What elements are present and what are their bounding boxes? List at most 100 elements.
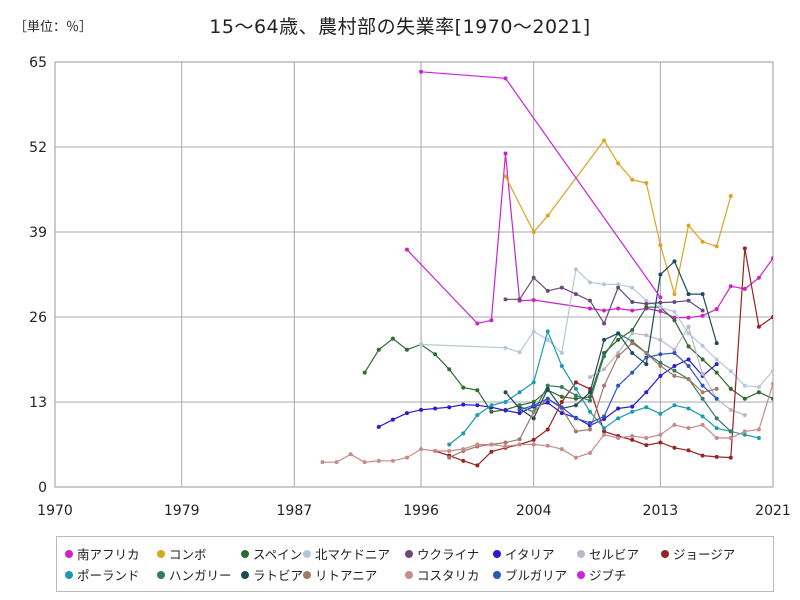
data-point — [686, 357, 691, 362]
data-point — [616, 161, 621, 166]
data-point — [616, 282, 621, 287]
data-point — [742, 286, 747, 291]
data-point — [728, 429, 733, 434]
data-point — [503, 345, 508, 350]
y-tick-label: 65 — [29, 55, 47, 71]
data-point — [658, 337, 663, 342]
data-point — [517, 411, 522, 416]
legend-marker — [157, 550, 165, 558]
data-point — [503, 400, 508, 404]
data-point — [672, 292, 677, 297]
data-point — [602, 383, 607, 388]
data-point — [686, 315, 691, 320]
data-point — [742, 396, 747, 401]
data-point — [602, 432, 607, 437]
legend-item: スペイン — [241, 544, 302, 563]
data-point — [531, 442, 536, 447]
data-point — [573, 429, 578, 434]
data-point — [587, 375, 592, 380]
data-point — [602, 282, 607, 287]
legend-marker — [577, 550, 585, 558]
data-point — [658, 243, 663, 248]
data-point — [587, 298, 592, 303]
data-point — [771, 381, 773, 386]
data-point — [630, 437, 635, 442]
data-point — [376, 347, 381, 352]
legend-label: ポーランド — [77, 568, 140, 583]
series-5 — [503, 275, 705, 326]
data-point — [348, 452, 353, 457]
data-point — [672, 403, 677, 408]
data-point — [447, 405, 452, 410]
data-point — [531, 298, 536, 302]
data-point — [686, 406, 691, 411]
data-point — [644, 405, 649, 410]
data-point — [728, 435, 733, 440]
data-point — [503, 440, 508, 445]
data-point — [672, 445, 677, 450]
data-point — [771, 368, 773, 373]
data-point — [489, 442, 494, 447]
data-point — [334, 460, 339, 465]
data-point — [545, 383, 550, 388]
data-point — [587, 427, 592, 432]
data-point — [686, 324, 691, 329]
data-point — [686, 223, 691, 228]
data-point — [630, 434, 635, 438]
data-point — [376, 458, 381, 463]
data-point — [517, 390, 522, 395]
data-point — [658, 305, 663, 310]
legend-label: ラトビア — [253, 568, 304, 583]
data-point — [587, 398, 592, 403]
data-point — [531, 230, 536, 234]
data-point — [559, 405, 564, 410]
data-point — [503, 390, 508, 395]
series-line — [589, 325, 746, 416]
data-point — [658, 272, 663, 277]
data-point — [672, 309, 677, 314]
data-point — [644, 305, 649, 310]
data-point — [559, 350, 564, 355]
data-point — [489, 403, 494, 408]
x-tick-label: 1996 — [403, 503, 439, 519]
data-point — [559, 400, 564, 404]
data-point — [686, 292, 691, 297]
legend-item: ラトビア — [241, 565, 303, 584]
data-point — [545, 329, 550, 334]
data-point — [672, 422, 677, 427]
x-tick-label: 1987 — [277, 503, 313, 519]
y-tick-label: 13 — [29, 395, 47, 411]
legend-marker — [65, 550, 73, 558]
data-point — [461, 431, 466, 436]
data-point — [756, 324, 761, 329]
legend-label: ハンガリー — [169, 568, 232, 583]
data-point — [602, 426, 607, 431]
data-point — [573, 292, 578, 297]
data-point — [700, 239, 705, 244]
data-point — [686, 298, 691, 303]
data-point — [728, 284, 733, 289]
data-point — [700, 308, 705, 313]
data-point — [756, 390, 761, 395]
data-point — [714, 307, 719, 312]
data-point — [404, 347, 409, 352]
data-point — [573, 380, 578, 385]
legend-marker — [241, 550, 249, 558]
series-line — [406, 153, 773, 325]
data-point — [545, 337, 550, 342]
legend-marker — [493, 550, 501, 558]
data-point — [531, 437, 536, 442]
data-point — [644, 298, 649, 303]
x-tick-label: 2021 — [755, 503, 791, 519]
data-point — [742, 432, 747, 437]
legend-marker — [493, 571, 501, 579]
data-point — [686, 331, 691, 336]
x-tick-label: 1979 — [164, 503, 200, 519]
data-point — [602, 354, 607, 359]
data-point — [419, 407, 424, 412]
data-point — [686, 426, 691, 431]
data-point — [517, 442, 522, 447]
data-point — [531, 380, 536, 385]
data-point — [644, 443, 649, 448]
data-point — [545, 427, 550, 432]
